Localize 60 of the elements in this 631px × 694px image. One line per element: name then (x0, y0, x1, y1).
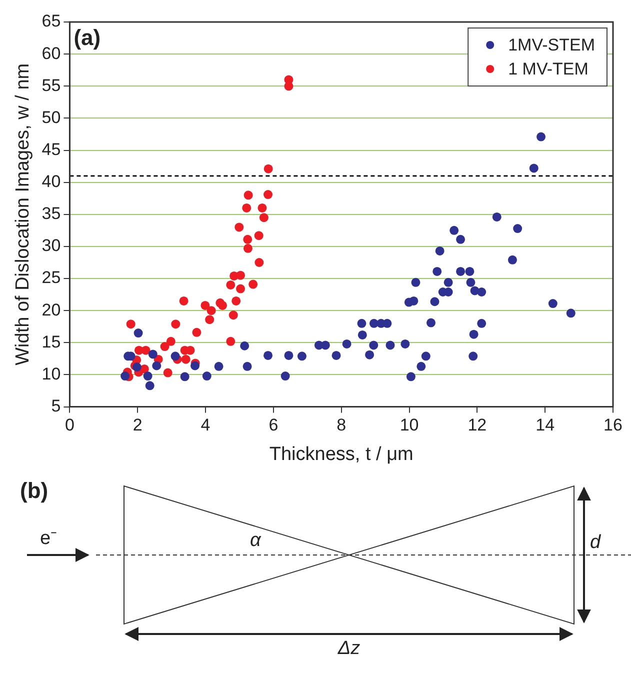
point (284, 82, 294, 91)
point (264, 190, 273, 200)
x-tick-label: 12 (468, 416, 487, 435)
point (166, 336, 176, 346)
y-tick-label: 50 (42, 108, 61, 127)
point (141, 346, 150, 355)
point (226, 280, 236, 290)
point (258, 203, 267, 212)
point (242, 203, 252, 212)
y-tick-label: 65 (42, 12, 61, 31)
point (179, 296, 188, 306)
point (206, 306, 216, 316)
y-tick-label: 35 (42, 204, 61, 224)
point (126, 320, 136, 329)
y-tick-label: 15 (42, 332, 61, 352)
point (163, 368, 172, 378)
point (243, 244, 252, 253)
x-tick-label: 16 (604, 416, 622, 435)
point (192, 328, 202, 337)
legend-label: 1MV-STEM (508, 36, 596, 55)
point (200, 300, 210, 310)
point (236, 270, 246, 280)
point (228, 310, 238, 320)
y-tick-label: 25 (42, 268, 61, 288)
x-tick-label: 6 (268, 416, 278, 435)
point (264, 164, 273, 174)
x-tick-label: 0 (64, 416, 74, 435)
point (160, 342, 170, 352)
x-tick-label: 2 (132, 416, 142, 435)
beam-diagram: (b) e⁻ α d Δz (0, 470, 631, 690)
point (181, 354, 190, 364)
x-tick-label: 8 (336, 416, 346, 435)
x-tick-label: 14 (536, 416, 555, 435)
point (234, 222, 244, 232)
y-tick-label: 40 (42, 172, 61, 192)
annotation: (a) (74, 25, 101, 50)
point (236, 284, 246, 294)
point (254, 231, 264, 240)
point (243, 234, 252, 244)
point (226, 336, 236, 346)
x-tick-label: 4 (200, 416, 210, 435)
x-axis-title: Thickness, t / μm (269, 444, 414, 465)
y-tick-label: 30 (42, 236, 61, 256)
point (248, 280, 258, 289)
y-axis-title: Width of Dislocation Images, w / nm (12, 63, 34, 366)
point (232, 296, 241, 306)
y-tick-label: 20 (42, 300, 61, 320)
point (205, 315, 214, 324)
point (218, 300, 228, 310)
point (171, 320, 180, 329)
y-tick-label: 10 (42, 364, 61, 384)
y-tick-label: 60 (42, 44, 61, 63)
point (259, 213, 268, 222)
point (244, 190, 253, 200)
y-tick-label: 55 (42, 76, 61, 95)
point (254, 258, 264, 267)
y-tick-label: 45 (42, 140, 61, 159)
legend-label: 1 MV-TEM (508, 60, 588, 79)
y-tick-label: 5 (51, 396, 61, 416)
x-tick-label: 10 (400, 416, 419, 435)
